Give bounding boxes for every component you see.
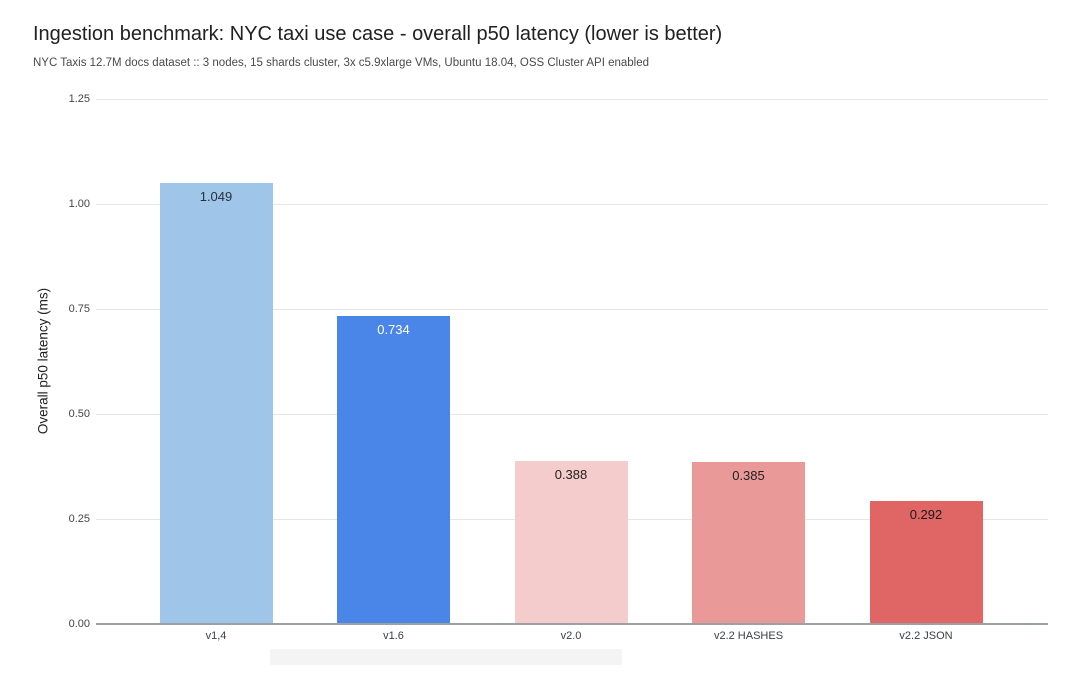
x-axis-label-v2-2-hashes: v2.2 HASHES — [713, 630, 784, 642]
x-axis-label-v1-4: v1,4 — [205, 630, 227, 642]
y-tick-label: 0.00 — [68, 618, 90, 630]
bar-v1-4[interactable]: 1.049 — [159, 183, 273, 624]
y-tick-label: 1.00 — [68, 198, 90, 210]
chart-title: Ingestion benchmark: NYC taxi use case -… — [33, 23, 723, 45]
y-tick-label: 1.25 — [68, 93, 90, 105]
bar-value-label: 0.734 — [377, 321, 410, 337]
bar-v2-2-hashes[interactable]: 0.385 — [692, 462, 805, 624]
x-axis-label-v1-6: v1.6 — [383, 630, 404, 642]
gridline-0.50 — [96, 414, 1048, 415]
chart-subtitle: NYC Taxis 12.7M docs dataset :: 3 nodes,… — [33, 57, 650, 69]
y-tick-label: 0.50 — [68, 408, 90, 420]
x-axis-label-v2-0: v2.0 — [560, 630, 582, 642]
artifact-shadow — [270, 649, 622, 665]
gridline-1.25 — [96, 99, 1048, 100]
x-axis-line — [96, 623, 1048, 625]
bar-value-label: 0.385 — [732, 468, 765, 484]
bar-value-label: 0.292 — [909, 507, 943, 523]
bar-value-label: 1.049 — [199, 189, 233, 205]
bar-v2-2-json[interactable]: 0.292 — [869, 501, 983, 624]
y-tick-label: 0.25 — [68, 513, 90, 525]
bar-v2-0[interactable]: 0.388 — [514, 461, 628, 624]
bar-v1-6[interactable]: 0.734 — [337, 315, 450, 624]
gridline-1.00 — [96, 204, 1048, 205]
bar-value-label: 0.388 — [554, 467, 588, 482]
x-axis-label-v2-2-json: v2.2 JSON — [899, 630, 953, 642]
y-tick-label: 0.75 — [68, 303, 90, 315]
gridline-0.75 — [96, 309, 1048, 310]
